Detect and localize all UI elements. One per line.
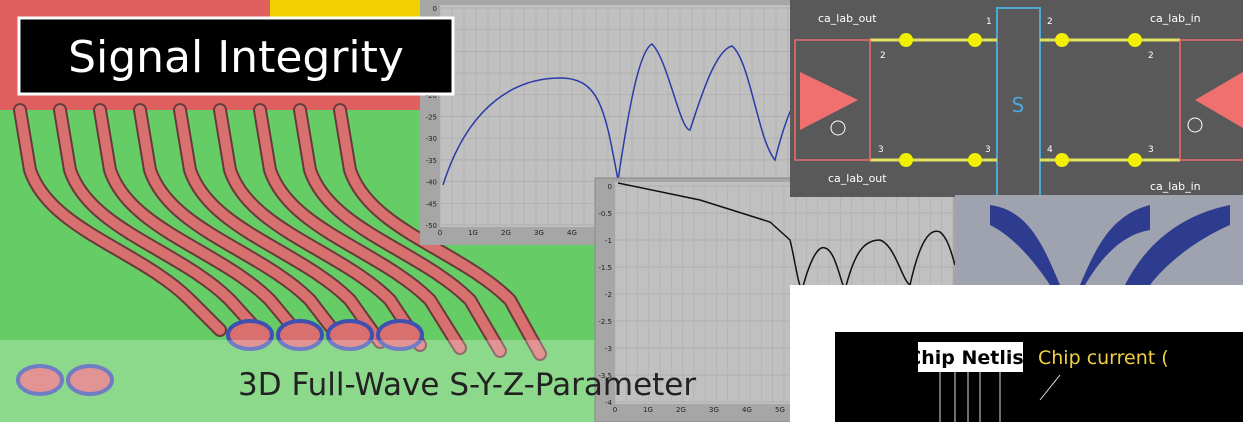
x-tick-label: 4G — [742, 406, 752, 414]
netlist-diagram — [835, 332, 1243, 422]
net-label: ca_lab_in — [1150, 180, 1201, 193]
y-tick-label: -1 — [605, 237, 612, 245]
y-tick-label: -40 — [426, 179, 437, 187]
y-tick-label: -3 — [605, 345, 612, 353]
net-label: ca_lab_in — [1150, 12, 1201, 25]
y-tick-label: -30 — [426, 135, 437, 143]
x-tick-label: 3G — [709, 406, 719, 414]
x-tick-label: 1G — [643, 406, 653, 414]
x-tick-label: 3G — [534, 229, 544, 237]
y-tick-label: -2.5 — [598, 318, 612, 326]
pin-number: 3 — [985, 145, 991, 155]
chip-current-label: Chip current ( — [1038, 347, 1169, 369]
y-tick-label: -50 — [426, 222, 437, 230]
x-tick-label: 2G — [501, 229, 511, 237]
y-tick-label: -25 — [426, 114, 437, 122]
y-tick-label: -2 — [605, 291, 612, 299]
pin-number: 4 — [1047, 145, 1053, 155]
x-tick-label: 4G — [567, 229, 577, 237]
x-tick-label: 1G — [468, 229, 478, 237]
y-tick-label: -45 — [426, 200, 437, 208]
page: 0-5-10-15-20-25-30-35-40-45-5001G2G3G4G … — [0, 0, 1243, 422]
pin-number: 2 — [1047, 17, 1053, 27]
y-tick-label: 0 — [608, 183, 612, 191]
s-block-label: S — [1012, 93, 1025, 117]
x-tick-label: 0 — [613, 406, 617, 414]
pin-number: 1 — [986, 17, 992, 27]
title: Signal Integrity — [68, 32, 404, 83]
x-tick-label: 2G — [676, 406, 686, 414]
net-label: ca_lab_out — [828, 172, 887, 185]
y-tick-label: -0.5 — [598, 210, 612, 218]
netlist-label: Chip Netlist — [907, 347, 1033, 369]
pin-number: 2 — [880, 51, 886, 61]
x-tick-label: 0 — [438, 229, 442, 237]
pin-number: 3 — [878, 145, 884, 155]
pcb-pad-strip — [270, 0, 420, 18]
net-label: ca_lab_out — [818, 12, 877, 25]
banner: 0-5-10-15-20-25-30-35-40-45-5001G2G3G4G … — [0, 0, 1243, 422]
y-tick-label: 0 — [433, 5, 437, 13]
pin-number: 3 — [1148, 145, 1154, 155]
y-tick-label: -35 — [426, 157, 437, 165]
x-tick-label: 5G — [775, 406, 785, 414]
caption: 3D Full-Wave S-Y-Z-Parameter — [238, 367, 696, 403]
y-tick-label: -1.5 — [598, 264, 612, 272]
pin-number: 2 — [1148, 51, 1154, 61]
